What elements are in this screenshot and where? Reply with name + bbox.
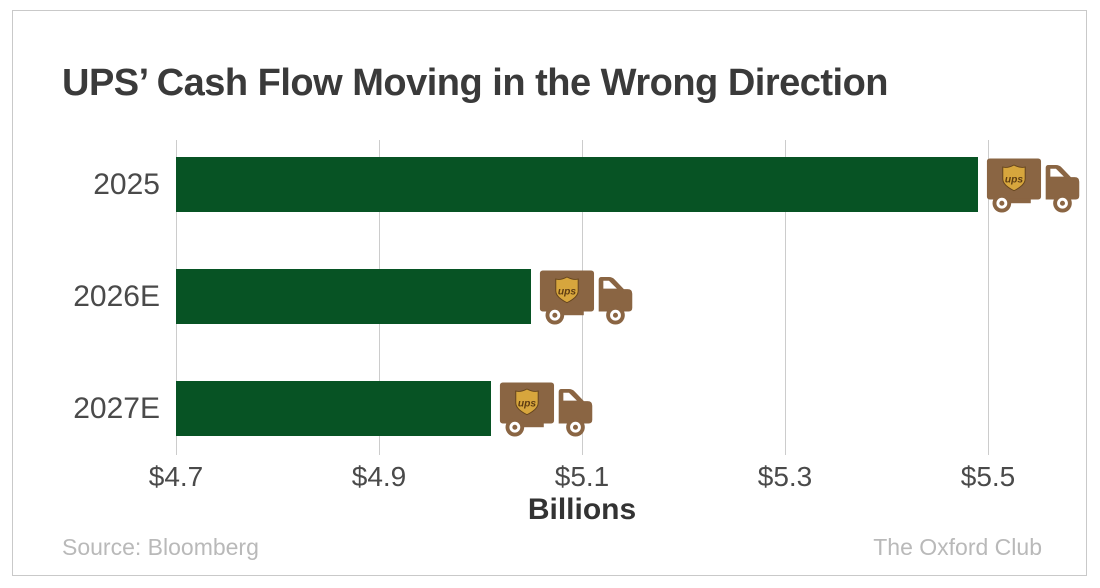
ups-truck-icon: ups [499, 382, 592, 437]
ups-shield-text: ups [518, 399, 537, 410]
bar-2025 [176, 157, 978, 212]
x-axis-title: Billions [527, 493, 637, 526]
publisher-credit: The Oxford Club [873, 534, 1042, 560]
category-label-2027e: 2027E [73, 392, 160, 425]
chart-title: UPS’ Cash Flow Moving in the Wrong Direc… [62, 62, 889, 104]
x-tick-label: $4.9 [351, 461, 407, 492]
truck-windshield [562, 392, 577, 401]
ups-shield-text: ups [1005, 175, 1024, 186]
gridline [987, 140, 989, 455]
ups-truck-icon: ups [986, 158, 1080, 213]
truck-windshield [603, 280, 618, 289]
bar-2027e [176, 381, 491, 436]
source-credit: Source: Bloomberg [62, 534, 259, 560]
gridline [784, 140, 786, 455]
truck-windshield [1050, 168, 1064, 177]
x-tick-label: $5.1 [554, 461, 610, 492]
x-tick-label: $5.5 [960, 461, 1016, 492]
bar-2026e [176, 269, 532, 324]
category-label-2025: 2025 [93, 168, 160, 201]
ups-truck-icon: ups [540, 270, 633, 325]
x-tick-label: $4.7 [148, 461, 204, 492]
x-tick-label: $5.3 [757, 461, 813, 492]
ups-shield-logo [514, 388, 539, 416]
truck-step [551, 310, 585, 316]
category-label-2026e: 2026E [73, 280, 160, 313]
truck-step [997, 198, 1031, 204]
truck-step [510, 422, 544, 428]
ups-shield-logo [555, 276, 579, 304]
ups-shield-text: ups [558, 287, 577, 298]
ups-shield-logo [1002, 164, 1026, 192]
